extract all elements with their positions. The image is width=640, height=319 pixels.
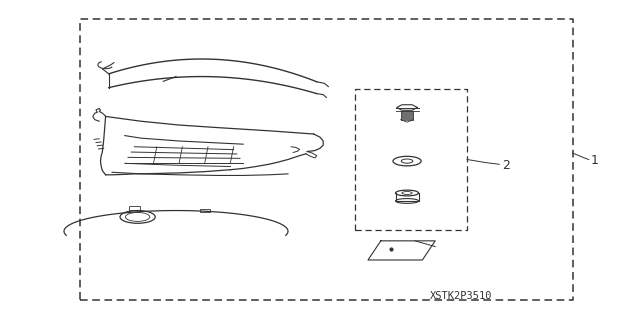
Text: 2: 2: [502, 160, 510, 172]
Bar: [129, 206, 140, 210]
Text: XSTK2P3510: XSTK2P3510: [429, 292, 492, 301]
Bar: [200, 209, 210, 212]
Text: 1: 1: [591, 154, 598, 167]
